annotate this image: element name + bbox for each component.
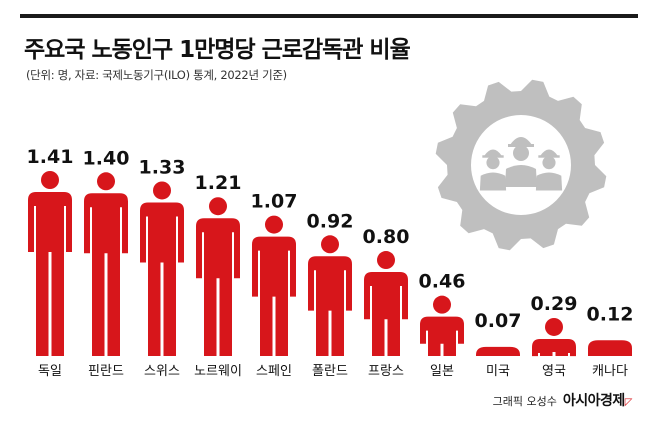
worker-left bbox=[479, 149, 507, 191]
category-label: 캐나다 bbox=[592, 364, 628, 379]
gear-workers-icon bbox=[435, 79, 607, 251]
title-rule bbox=[20, 14, 638, 18]
value-label: 1.40 bbox=[83, 147, 130, 169]
bar-body bbox=[588, 340, 632, 356]
bar-head bbox=[433, 295, 451, 314]
bar-스위스: 1.33 스위스 bbox=[139, 156, 186, 379]
category-label: 스페인 bbox=[256, 364, 292, 379]
value-label: 0.92 bbox=[307, 210, 354, 232]
bar-head bbox=[41, 171, 59, 189]
brand-logo: 아시아경제◸ bbox=[562, 390, 633, 410]
bar-body bbox=[364, 272, 408, 356]
bar-body bbox=[84, 193, 128, 356]
brand-mark: ◸ bbox=[624, 397, 633, 408]
bar-head bbox=[97, 172, 115, 191]
value-label: 1.07 bbox=[251, 191, 298, 213]
chart-title: 주요국 노동인구 1만명당 근로감독관 비율 bbox=[24, 37, 411, 63]
bar-body bbox=[252, 236, 296, 356]
bar-폴란드: 0.92 폴란드 bbox=[307, 210, 354, 379]
bars: 1.41 독일 1.40 핀란드 1.33 스위스 1.21 노르웨이 1.07 스페인 0.92 폴… bbox=[27, 146, 634, 379]
bar-body bbox=[28, 192, 72, 356]
brand-name: 아시아경제 bbox=[562, 393, 625, 409]
bar-body bbox=[420, 316, 464, 356]
bar-body bbox=[532, 338, 576, 357]
category-label: 핀란드 bbox=[88, 364, 124, 379]
category-label: 영국 bbox=[542, 364, 566, 379]
bar-미국: 0.07 미국 bbox=[475, 310, 522, 379]
bar-스페인: 1.07 스페인 bbox=[251, 191, 298, 379]
value-label: 0.80 bbox=[363, 226, 410, 248]
bar-독일: 1.41 독일 bbox=[27, 146, 74, 379]
category-label: 미국 bbox=[486, 364, 510, 379]
value-label: 0.46 bbox=[419, 271, 466, 293]
bar-노르웨이: 1.21 노르웨이 bbox=[194, 172, 242, 379]
chart-subtitle: (단위: 명, 자료: 국제노동기구(ILO) 통계, 2022년 기준) bbox=[26, 68, 287, 82]
bar-head bbox=[321, 235, 339, 254]
bar-head bbox=[545, 317, 563, 336]
bar-body bbox=[196, 218, 240, 356]
value-label: 0.12 bbox=[587, 303, 634, 325]
value-label: 0.29 bbox=[531, 293, 578, 315]
value-label: 0.07 bbox=[475, 310, 522, 332]
worker-right bbox=[535, 149, 563, 191]
credit: 그래픽 오성수 아시아경제◸ bbox=[492, 390, 633, 410]
category-label: 폴란드 bbox=[312, 364, 348, 379]
bar-head bbox=[377, 251, 395, 270]
bar-핀란드: 1.40 핀란드 bbox=[83, 147, 130, 379]
bar-head bbox=[209, 197, 227, 216]
bar-body bbox=[140, 202, 184, 356]
bar-일본: 0.46 일본 bbox=[419, 271, 466, 379]
bar-body bbox=[308, 256, 352, 356]
value-label: 1.41 bbox=[27, 146, 74, 168]
value-label: 1.33 bbox=[139, 156, 186, 178]
bar-body bbox=[476, 346, 520, 356]
category-label: 프랑스 bbox=[368, 364, 404, 379]
gear-shape bbox=[435, 79, 607, 251]
bar-프랑스: 0.80 프랑스 bbox=[363, 226, 410, 379]
category-label: 노르웨이 bbox=[194, 364, 242, 379]
category-label: 독일 bbox=[38, 364, 62, 379]
bar-영국: 0.29 영국 bbox=[531, 293, 578, 379]
bar-head bbox=[265, 215, 283, 234]
category-label: 스위스 bbox=[144, 364, 180, 379]
bar-캐나다: 0.12 캐나다 bbox=[587, 303, 634, 379]
category-label: 일본 bbox=[430, 364, 454, 379]
bar-head bbox=[153, 181, 171, 200]
worker-center bbox=[505, 137, 537, 187]
graphic-credit: 그래픽 오성수 bbox=[492, 395, 557, 408]
value-label: 1.21 bbox=[195, 172, 242, 194]
